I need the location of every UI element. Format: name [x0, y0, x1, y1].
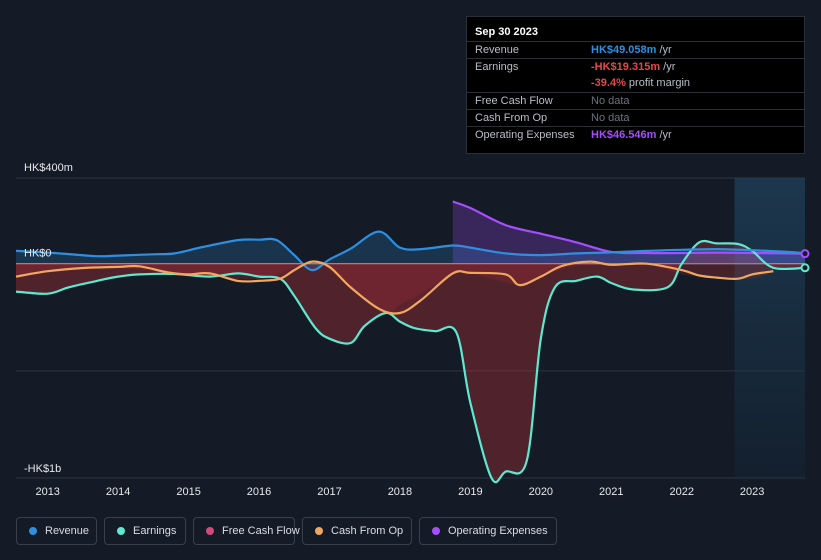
- y-tick-label: HK$0: [24, 248, 52, 260]
- x-tick-label: 2018: [388, 486, 412, 498]
- tooltip-row: -39.4% profit margin: [467, 75, 804, 92]
- legend-label: Operating Expenses: [448, 525, 548, 537]
- tooltip-row: Earnings -HK$19.315m /yr: [467, 58, 804, 76]
- x-tick-label: 2017: [317, 486, 341, 498]
- tooltip-key: Revenue: [475, 44, 520, 56]
- tooltip-key: Operating Expenses: [475, 129, 575, 141]
- tooltip-value: No data: [591, 112, 630, 124]
- legend-item-cash-from-op[interactable]: Cash From Op: [302, 517, 412, 545]
- legend-label: Earnings: [133, 525, 177, 537]
- x-tick-label: 2015: [176, 486, 200, 498]
- legend-dot-icon: [315, 527, 323, 535]
- x-tick-label: 2021: [599, 486, 623, 498]
- tooltip-value: No data: [591, 95, 630, 107]
- x-tick-label: 2020: [529, 486, 553, 498]
- y-tick-label: HK$400m: [24, 162, 73, 174]
- x-tick-label: 2023: [740, 486, 764, 498]
- operating-expenses-area: [452, 201, 805, 264]
- cash-from-op-line: [15, 260, 774, 315]
- tooltip-value: HK$46.546m /yr: [591, 129, 672, 141]
- tooltip-key: Earnings: [475, 61, 519, 73]
- legend-item-revenue[interactable]: Revenue: [16, 517, 97, 545]
- tooltip-value: -HK$19.315m /yr: [591, 61, 676, 73]
- tooltip-date: Sep 30 2023: [475, 26, 538, 38]
- operating-expenses-end-marker: [800, 249, 810, 259]
- tooltip-row: Operating Expenses HK$46.546m /yr: [467, 126, 804, 144]
- tooltip-value: HK$49.058m /yr: [591, 44, 672, 56]
- tooltip-row: Free Cash Flow No data: [467, 92, 804, 110]
- legend-dot-icon: [432, 527, 440, 535]
- earnings-end-marker: [800, 263, 810, 273]
- tooltip-key: Free Cash Flow: [475, 95, 553, 107]
- earnings-area: [16, 240, 805, 483]
- x-tick-label: 2014: [106, 486, 130, 498]
- legend-label: Cash From Op: [331, 525, 404, 537]
- cash-from-op-area: [16, 261, 774, 314]
- revenue-line: [15, 230, 806, 272]
- legend-label: Free Cash Flow: [222, 525, 300, 537]
- free-cash-flow-area: [16, 261, 774, 315]
- legend-dot-icon: [206, 527, 214, 535]
- tooltip-value: -39.4% profit margin: [591, 77, 691, 89]
- tooltip-panel: Sep 30 2023 Revenue HK$49.058m /yr Earning…: [466, 16, 805, 154]
- y-tick-label: -HK$1b: [24, 463, 61, 475]
- legend-dot-icon: [29, 527, 37, 535]
- tooltip-key: Cash From Op: [475, 112, 548, 124]
- legend-label: Revenue: [45, 525, 90, 537]
- x-tick-label: 2013: [35, 486, 59, 498]
- legend-item-free-cash-flow[interactable]: Free Cash Flow: [193, 517, 300, 545]
- legend-item-operating-expenses[interactable]: Operating Expenses: [419, 517, 557, 545]
- x-tick-label: 2019: [458, 486, 482, 498]
- revenue-area: [16, 231, 805, 271]
- legend-item-earnings[interactable]: Earnings: [104, 517, 186, 545]
- forecast-region: [734, 178, 805, 478]
- x-tick-label: 2016: [247, 486, 271, 498]
- tooltip-row: Cash From Op No data: [467, 109, 804, 127]
- tooltip-row: Revenue HK$49.058m /yr: [467, 41, 804, 59]
- x-tick-label: 2022: [669, 486, 693, 498]
- legend-dot-icon: [117, 527, 125, 535]
